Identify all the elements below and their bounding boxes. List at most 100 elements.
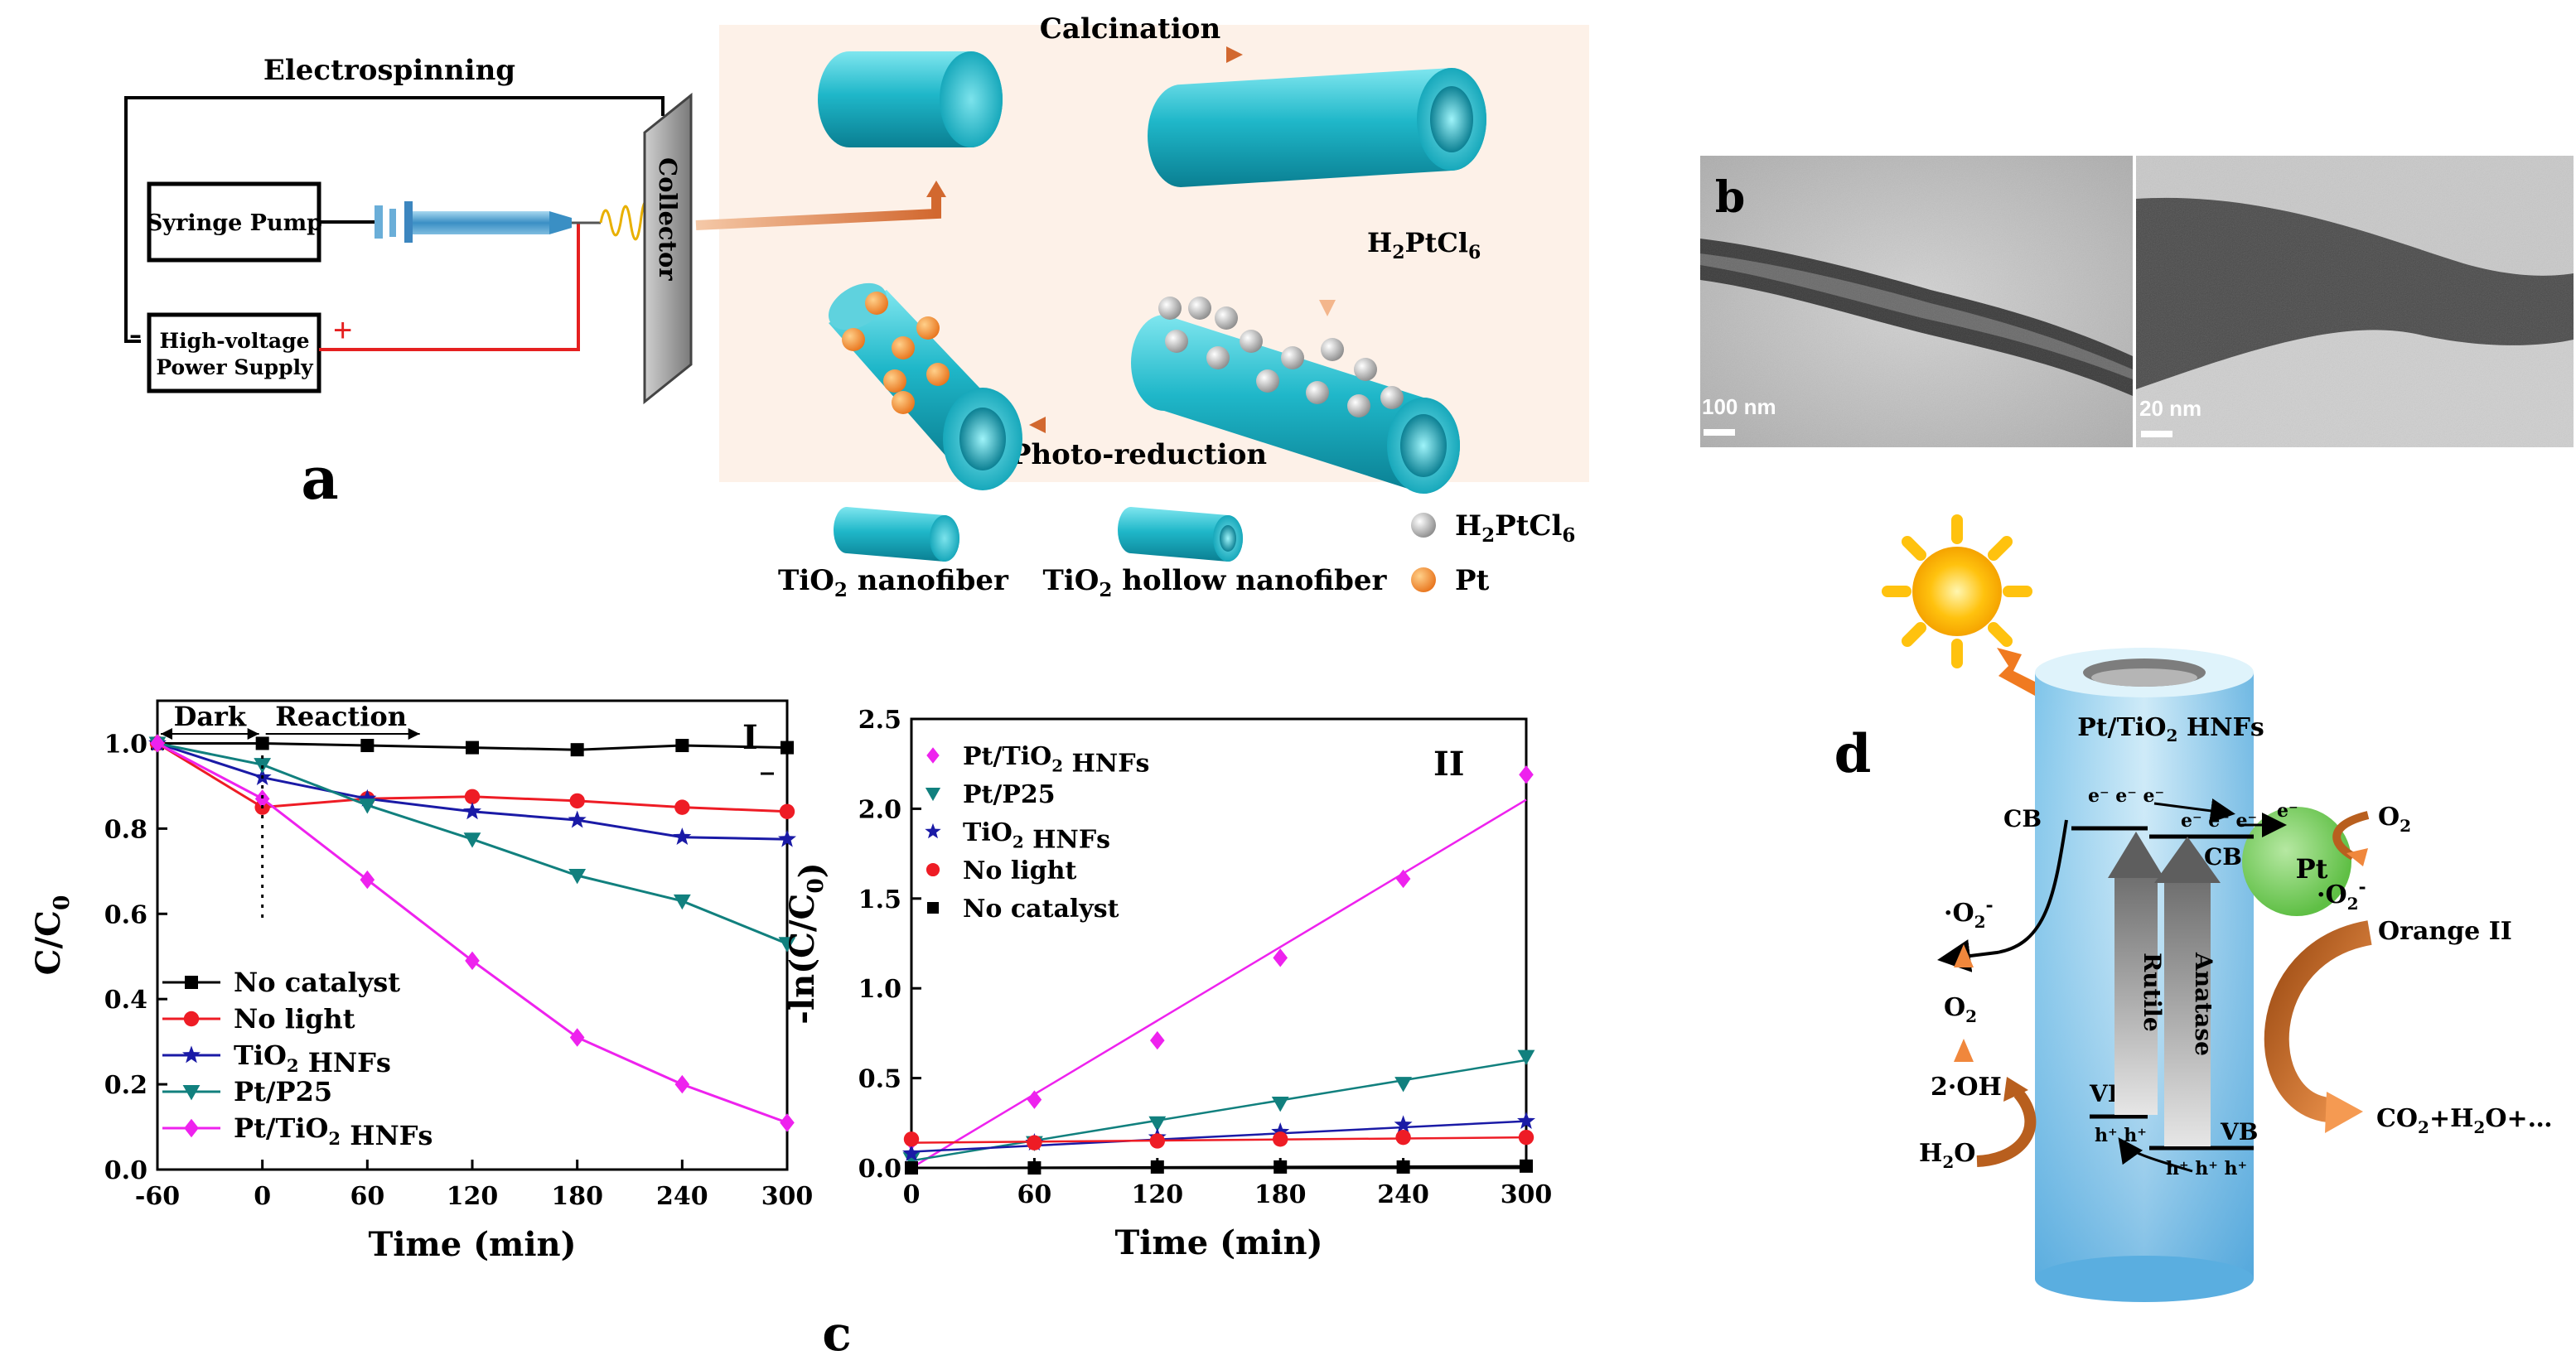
y-tick-label: 1.0 (858, 975, 901, 1004)
sun-icon (1882, 514, 2032, 668)
data-point (1148, 1116, 1167, 1132)
data-point (779, 803, 795, 819)
legend-marker (925, 788, 941, 802)
legend-nanofiber-icon (834, 507, 959, 562)
pt-label: Pt (2296, 853, 2328, 885)
light-bolt-icon (1997, 648, 2047, 696)
legend-label: No light (963, 856, 1076, 885)
anatase-arrow (2154, 837, 2221, 1146)
o2-right: O2 (2378, 803, 2411, 836)
y-tick-label: 2.5 (858, 706, 901, 735)
y-tick-label: 2.0 (858, 795, 901, 824)
scale-label-left: 100 nm (1702, 394, 1776, 419)
panel-d: d Pt/TiO2 HNFs Pt CB (1834, 514, 2553, 1302)
pt-loaded-fiber (828, 282, 1022, 490)
electron-pt: e⁻ (2277, 800, 2298, 822)
legend-label: Pt/P25 (234, 1076, 332, 1107)
data-point (1271, 1096, 1289, 1112)
legend-marker (182, 1085, 201, 1101)
legend-marker (182, 1045, 201, 1064)
data-point (569, 793, 585, 809)
x-tick-label: 240 (656, 1182, 708, 1211)
reaction-label: Reaction (275, 701, 407, 732)
legend-h2ptcl6-label: H2PtCl6 (1455, 509, 1575, 547)
catalyst-label: Pt/TiO2 HNFs (2077, 713, 2264, 745)
x-tick-label: 0 (254, 1182, 271, 1211)
electrons-rutile: e⁻ e⁻ e⁻ (2088, 785, 2164, 807)
legend-pt-icon (1411, 567, 1436, 592)
photo-reduction-label: Photo-reduction (1010, 438, 1267, 471)
data-point (675, 739, 689, 753)
panel-numeral: II (1433, 745, 1464, 784)
data-point (780, 1113, 795, 1132)
x-tick-label: 180 (551, 1182, 603, 1211)
legend-marker (925, 822, 941, 839)
data-point (905, 1161, 918, 1175)
legend-label: TiO2 HNFs (963, 818, 1110, 854)
data-point (569, 1028, 585, 1047)
data-point (360, 870, 375, 890)
electrons-anatase: e⁻ e⁻ e⁻ (2181, 810, 2257, 832)
power-supply-label-2: Power Supply (156, 355, 314, 379)
x-tick-label: 60 (1017, 1180, 1052, 1209)
fit-line (911, 1165, 1527, 1170)
plus-sign: + (333, 312, 352, 349)
legend-label: Pt/TiO2 HNFs (963, 742, 1149, 778)
legend-hollow-icon (1118, 507, 1243, 562)
x-tick-label: 120 (447, 1182, 499, 1211)
legend-label: No light (234, 1003, 355, 1035)
data-point (1027, 1090, 1042, 1109)
data-point (1150, 1160, 1164, 1174)
calcination-label: Calcination (1040, 12, 1220, 46)
arrow-collector-to-fiber (695, 192, 941, 230)
data-point (674, 1074, 690, 1094)
fit-line (911, 1120, 1527, 1153)
x-tick-label: -60 (135, 1182, 180, 1211)
data-point (1150, 1030, 1165, 1050)
y-axis-label-group: C/C0 (29, 895, 75, 976)
cb-label-rutile: CB (2003, 805, 2042, 832)
cb-label-anatase: CB (2204, 843, 2242, 871)
hydroxyl-label: 2·OH (1931, 1073, 2002, 1102)
y-tick-label: 0.0 (104, 1156, 147, 1185)
data-point (1519, 765, 1534, 784)
power-supply-label-1: High-voltage (160, 329, 310, 353)
data-point (1271, 1122, 1290, 1140)
data-point (674, 799, 690, 815)
data-point (903, 1131, 920, 1147)
panel-d-label: d (1834, 723, 1872, 785)
panel-a: Electrospinning – Syringe Pump High-volt… (124, 12, 1589, 601)
data-point (1517, 1112, 1535, 1129)
panel-numeral: I (742, 718, 758, 757)
data-point (568, 810, 587, 828)
holes-rutile: h⁺ h⁺ (2095, 1125, 2147, 1146)
tio2-hollow-nanofiber-top (1148, 68, 1486, 187)
x-tick-label: 240 (1377, 1180, 1429, 1209)
data-point (463, 832, 481, 848)
x-tick-label: 0 (903, 1180, 921, 1209)
legend-label: Pt/TiO2 HNFs (234, 1112, 433, 1151)
minus-sign: – (129, 321, 142, 350)
superoxide-left: ·O2- (1944, 895, 1994, 932)
legend-nanofiber-label: TiO2 nanofiber (778, 564, 1009, 601)
chart-II: 0 60 120 180 240 300 0.0 0.5 1.0 1.5 2.0 2.5 Time (m… (783, 706, 1552, 1262)
water-label: H2O (1919, 1139, 1975, 1172)
data-point (255, 736, 269, 750)
data-point (1394, 1115, 1413, 1133)
data-point (1273, 1131, 1288, 1147)
scale-bar-left (1704, 429, 1735, 436)
data-point (1394, 1077, 1412, 1093)
data-point (150, 734, 165, 753)
holes-anatase: h⁺ h⁺ h⁺ (2166, 1158, 2247, 1179)
scale-label-right: 20 nm (2139, 396, 2202, 421)
data-point (1273, 948, 1288, 967)
y-axis-label: -ln(C/C0) (783, 862, 831, 1024)
data-point (1274, 1160, 1288, 1174)
vb-label-anatase: VB (2220, 1118, 2258, 1146)
data-point (1518, 1129, 1534, 1146)
y-tick-label: 0.4 (104, 986, 147, 1015)
data-point (464, 789, 481, 804)
products-label: CO2+H2O+… (2376, 1104, 2553, 1137)
y-tick-label: 0.0 (858, 1155, 901, 1184)
x-tick-label: 60 (350, 1182, 384, 1211)
